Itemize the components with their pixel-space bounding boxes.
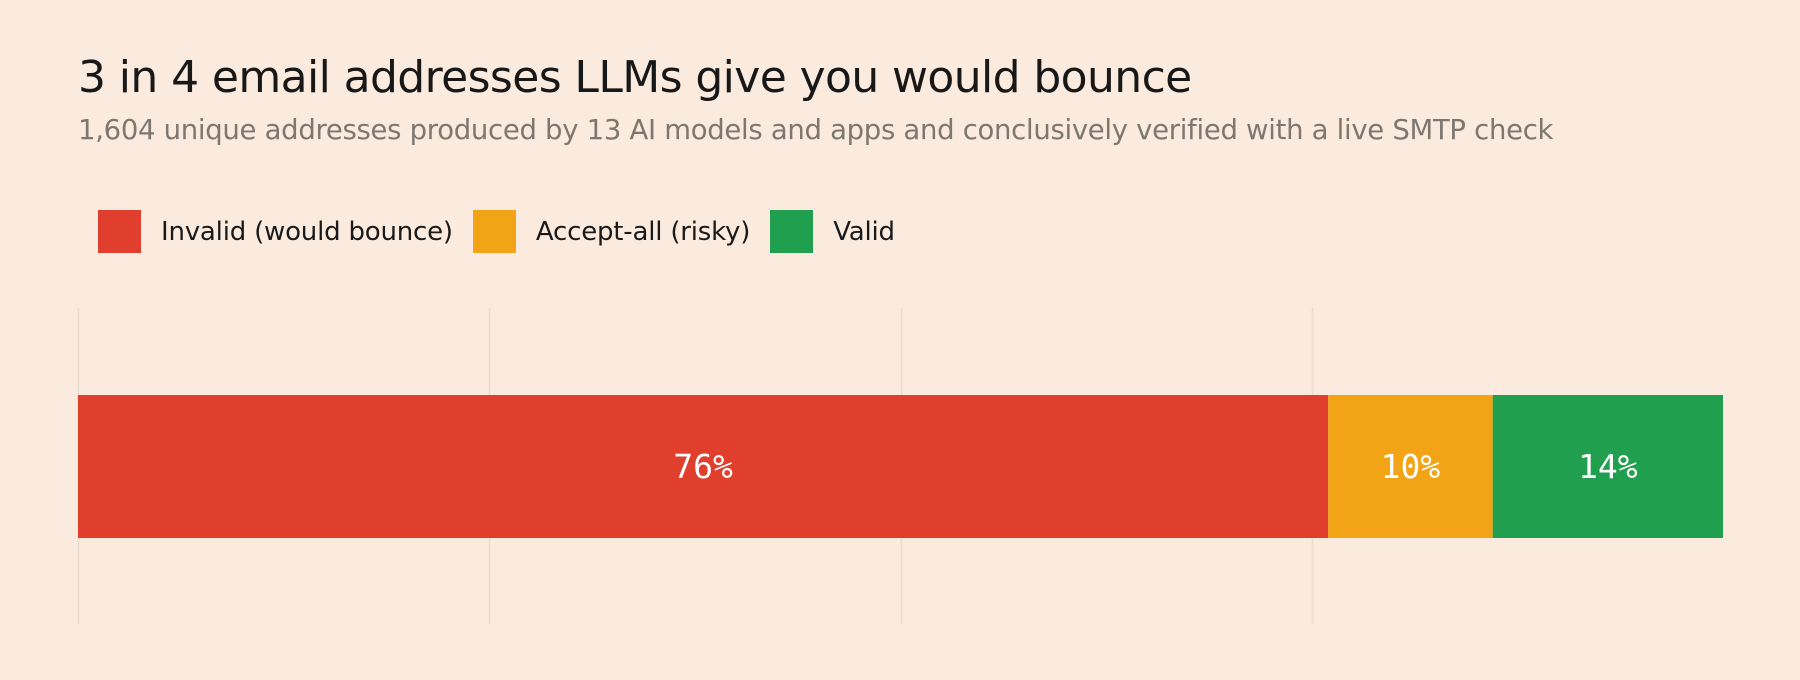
- data-label-invalid: 76%: [673, 447, 733, 486]
- chart-title: 3 in 4 email addresses LLMs give you wou…: [78, 52, 1192, 103]
- legend-swatch-accept-all: [472, 210, 516, 253]
- data-label-valid: 14%: [1578, 447, 1638, 486]
- legend-item-invalid: Invalid (would bounce): [98, 210, 453, 253]
- data-label-accept-all: 10%: [1381, 447, 1441, 486]
- legend-swatch-valid: [770, 210, 814, 253]
- legend-item-accept-all: Accept-all (risky): [472, 210, 751, 253]
- bar-segment-valid: [1492, 395, 1723, 538]
- bar-segment-invalid: [78, 395, 1329, 538]
- legend-item-valid: Valid: [770, 210, 895, 253]
- bar-segment-accept-all: [1328, 395, 1493, 538]
- chart-subtitle: 1,604 unique addresses produced by 13 AI…: [78, 114, 1554, 146]
- legend: Invalid (would bounce) Accept-all (risky…: [98, 210, 915, 253]
- legend-label-invalid: Invalid (would bounce): [161, 216, 453, 247]
- legend-label-valid: Valid: [833, 216, 895, 247]
- legend-label-accept-all: Accept-all (risky): [535, 216, 751, 247]
- legend-swatch-invalid: [98, 210, 141, 253]
